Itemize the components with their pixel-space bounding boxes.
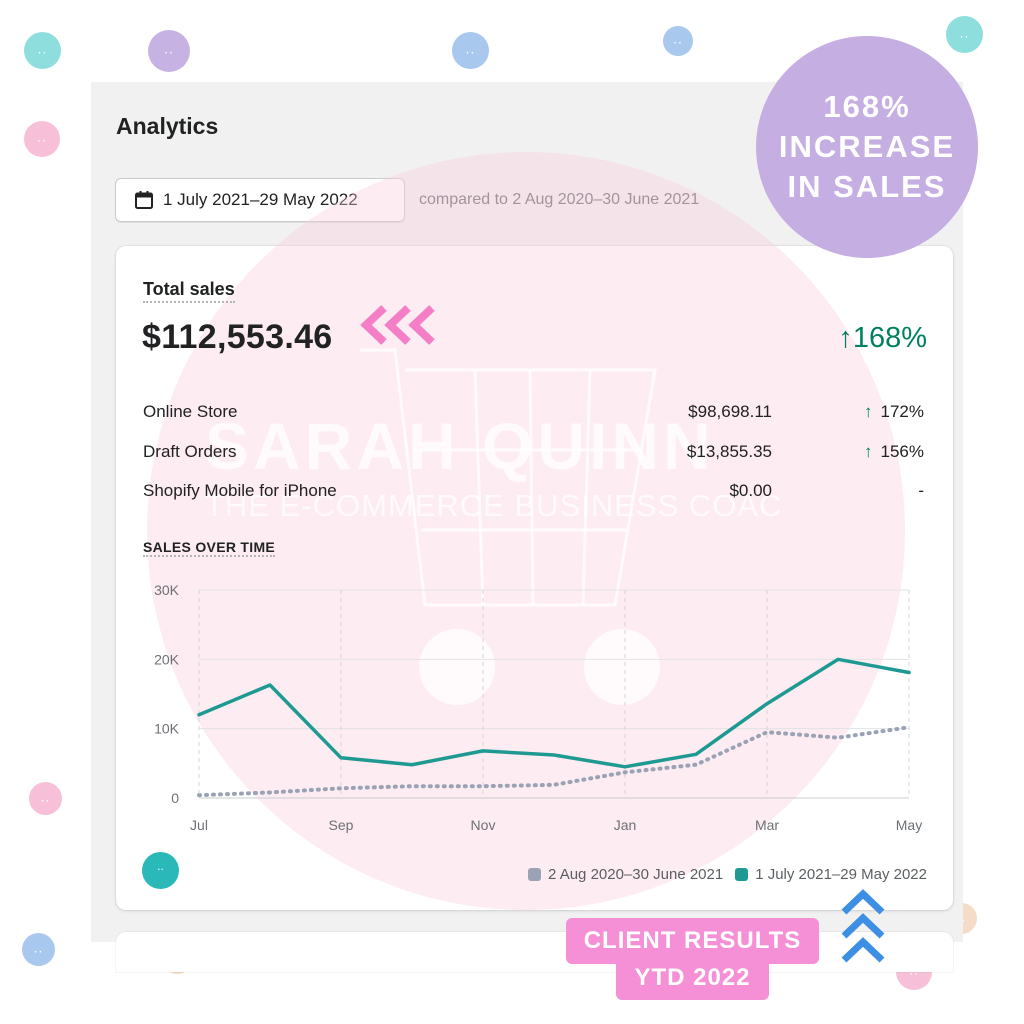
promo-line: INCREASE [778, 129, 956, 164]
decor-dot [663, 26, 693, 56]
promo-line: 168% [823, 89, 911, 124]
series-line-previous [197, 725, 911, 798]
y-tick-label: 30K [154, 582, 180, 598]
total-sales-change: ↑168% [838, 322, 927, 354]
channel-value: $98,698.11 [688, 402, 772, 421]
arrow-up-icon: ↑ [864, 442, 873, 461]
series-line-current [197, 657, 911, 769]
legend-swatch [735, 868, 749, 881]
x-tick-label: Jul [190, 817, 208, 833]
decor-dot [29, 782, 62, 815]
decor-dot [22, 933, 55, 966]
x-tick-label: May [896, 817, 922, 833]
channel-change: - [918, 481, 924, 500]
compare-range-text: compared to 2 Aug 2020–30 June 2021 [419, 191, 700, 208]
x-tick-label: Sep [329, 817, 354, 833]
calendar-icon [134, 190, 154, 210]
total-sales-value: $112,553.46 [142, 318, 333, 356]
arrow-up-icon: ↑ [864, 402, 873, 421]
channel-label: Online Store [143, 402, 238, 421]
client-results-year: YTD 2022 [616, 956, 769, 1000]
promo-badge: 168% INCREASE IN SALES [756, 36, 978, 258]
date-range-button[interactable]: 1 July 2021–29 May 2022 [115, 178, 405, 222]
decor-dot [24, 32, 61, 69]
x-tick-label: Nov [471, 817, 496, 833]
decor-dot [452, 32, 489, 69]
chart-legend: 2 Aug 2020–30 June 2021 1 July 2021–29 M… [516, 866, 927, 883]
sales-over-time-label[interactable]: SALES OVER TIME [143, 539, 276, 557]
date-range-label: 1 July 2021–29 May 2022 [163, 190, 358, 209]
decor-dot [24, 121, 60, 157]
x-tick-label: Mar [755, 817, 779, 833]
legend-swatch [528, 868, 542, 881]
channel-label: Draft Orders [143, 442, 237, 461]
decor-dot [142, 852, 179, 889]
y-tick-label: 10K [154, 721, 180, 737]
x-tick-label: Jan [614, 817, 637, 833]
total-sales-label[interactable]: Total sales [143, 279, 235, 303]
promo-line: IN SALES [787, 169, 947, 204]
channel-value: $0.00 [729, 481, 772, 500]
y-tick-label: 0 [171, 790, 179, 806]
channel-change: ↑ 156% [864, 442, 924, 461]
decor-dot [148, 30, 190, 72]
legend-item-current[interactable]: 1 July 2021–29 May 2022 [735, 866, 927, 883]
channel-value: $13,855.35 [686, 442, 772, 461]
page-title: Analytics [116, 113, 219, 139]
legend-label: 1 July 2021–29 May 2022 [755, 866, 927, 883]
channel-label: Shopify Mobile for iPhone [143, 481, 337, 500]
y-tick-label: 20K [154, 651, 180, 667]
triple-chevron-up-icon [841, 889, 885, 963]
triple-chevron-left-icon [360, 305, 435, 345]
legend-item-previous[interactable]: 2 Aug 2020–30 June 2021 [528, 866, 723, 883]
legend-label: 2 Aug 2020–30 June 2021 [548, 866, 724, 883]
decor-dot [946, 16, 983, 53]
channel-change: ↑ 172% [864, 402, 924, 421]
